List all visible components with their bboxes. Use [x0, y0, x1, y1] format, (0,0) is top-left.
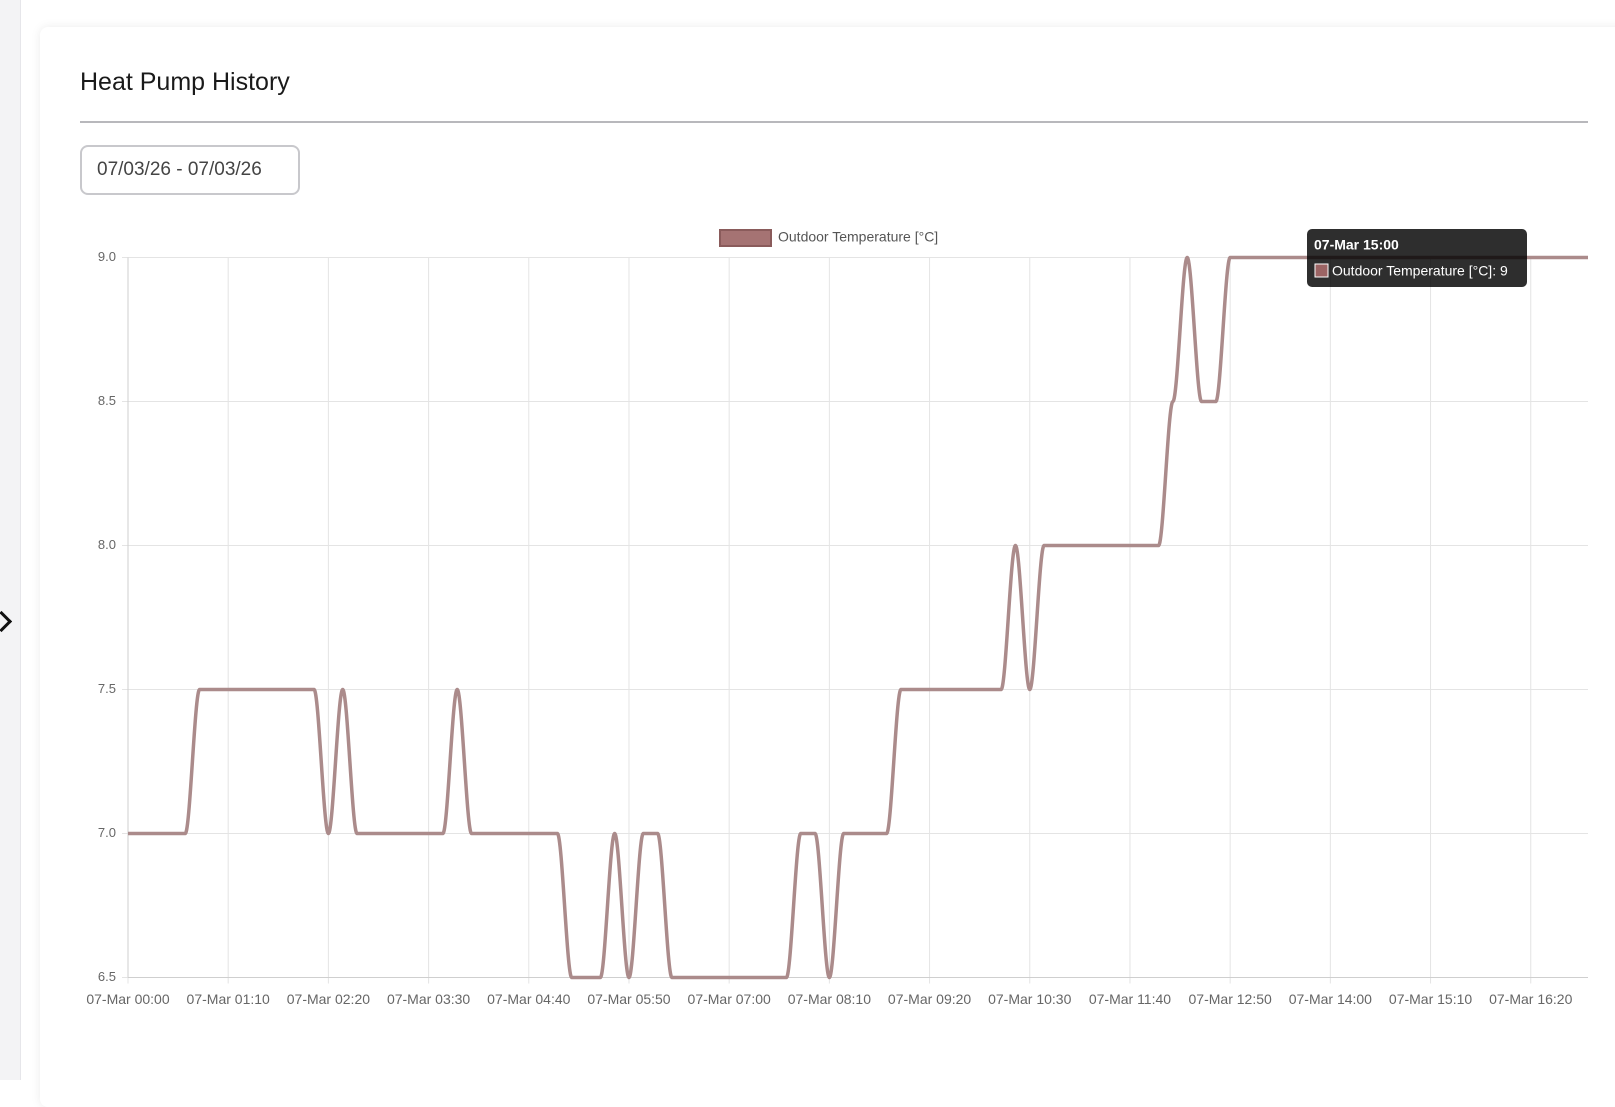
x-tick-label: 07-Mar 09:20: [888, 991, 971, 1007]
x-tick-label: 07-Mar 01:10: [187, 991, 270, 1007]
divider: [80, 121, 1588, 123]
tooltip-swatch: [1314, 263, 1329, 278]
y-tick-label: 7.0: [98, 825, 116, 840]
y-tick-label: 7.5: [98, 681, 116, 696]
sidebar: [0, 0, 21, 1080]
page-title: Heat Pump History: [80, 68, 290, 96]
y-tick-label: 9.0: [98, 249, 116, 264]
tooltip-label: Outdoor Temperature [°C]: 9: [1332, 263, 1508, 279]
chart: 6.5 7.0 7.5 8.0 8.5 9.0 07-Mar 00:00 07-Mar 01:…: [86, 229, 1588, 1007]
card: [40, 27, 1615, 1107]
x-tick-label: 07-Mar 15:10: [1389, 991, 1472, 1007]
y-tick-label: 8.5: [98, 393, 116, 408]
x-tick-label: 07-Mar 08:10: [788, 991, 871, 1007]
x-tick-label: 07-Mar 02:20: [287, 991, 370, 1007]
x-tick-label: 07-Mar 10:30: [988, 991, 1071, 1007]
y-tick-label: 8.0: [98, 537, 116, 552]
x-tick-label: 07-Mar 07:00: [688, 991, 771, 1007]
x-tick-label: 07-Mar 11:40: [1089, 991, 1171, 1007]
legend-swatch: [719, 229, 772, 247]
x-tick-label: 07-Mar 16:20: [1489, 991, 1572, 1007]
date-range-picker[interactable]: 07/03/26 - 07/03/26: [80, 145, 300, 195]
x-tick-label: 07-Mar 12:50: [1189, 991, 1272, 1007]
x-tick-label: 07-Mar 00:00: [86, 991, 169, 1007]
x-tick-label: 07-Mar 05:50: [587, 991, 670, 1007]
page: {"header": {"title": "Heat Pump History"…: [0, 0, 1588, 1080]
tooltip-title: 07-Mar 15:00: [1314, 237, 1399, 253]
tooltip-box: [1307, 229, 1527, 287]
tooltip: 07-Mar 15:00 Outdoor Temperature [°C]: 9: [1307, 229, 1527, 287]
data-line: [128, 255, 1588, 980]
x-tick-label: 07-Mar 03:30: [387, 991, 470, 1007]
x-tick-label: 07-Mar 04:40: [487, 991, 570, 1007]
y-tick-label: 6.5: [98, 969, 116, 984]
legend-label: Outdoor Temperature [°C]: [778, 229, 938, 245]
x-tick-label: 07-Mar 14:00: [1289, 991, 1372, 1007]
